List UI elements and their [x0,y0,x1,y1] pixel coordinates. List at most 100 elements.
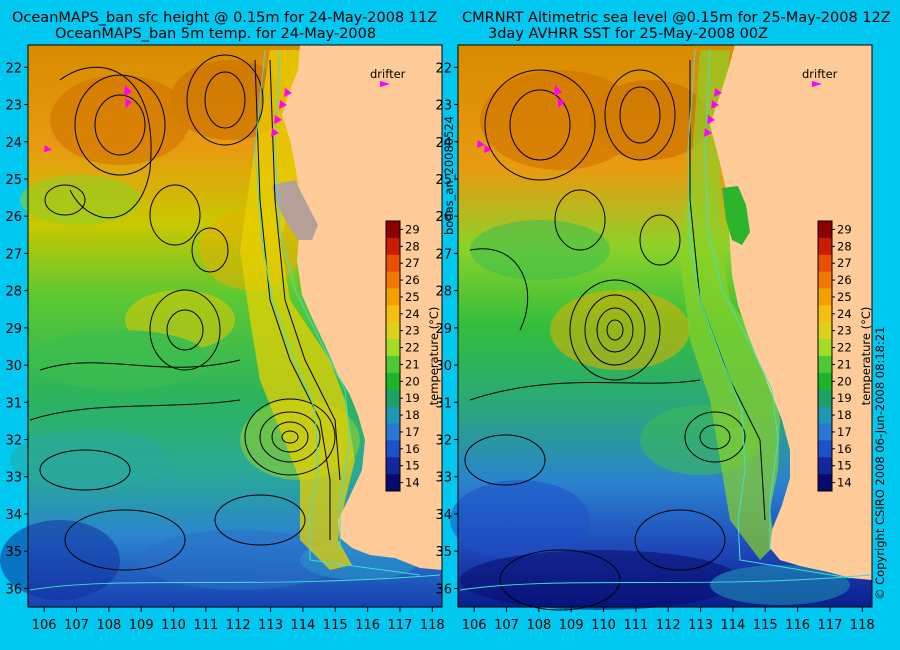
panel-1-lat-tick-label: 23 [5,99,22,114]
panel-1-colorbar-tick-label: 17 [405,425,420,439]
panel-2-colorbar-swatch [818,389,832,408]
panel-1-colorbar-tick-label: 29 [405,222,420,236]
copyright-label: © Copyright CSIRO 2008 06-Jun-2008 08:18… [873,327,887,600]
panel-2-colorbar-tick-label: 20 [837,374,852,388]
panel-2-colorbar-swatch [818,474,832,492]
panel-1-colorbar-tick-label: 23 [405,324,420,338]
panel-2-colorbar-tick-label: 28 [837,239,852,253]
panel-1-colorbar-swatch [386,271,400,289]
panel-1-lat-tick-label: 30 [5,359,22,374]
panel-1-lon-tick-label: 107 [64,618,89,633]
panel-1-land [282,45,442,570]
panel-2-lat-tick-label: 36 [435,582,452,597]
panel-1-colorbar-swatch [386,322,400,340]
panel-1-title-line-2: OceanMAPS_ban 5m temp. for 24-May-2008 [55,26,376,42]
panel-2-lon-tick-label: 106 [462,618,487,633]
panel-1-colorbar-tick-label: 24 [405,307,420,321]
panel-1-colorbar-swatch [386,372,400,391]
colorbars: 29 28 27 26 25 24 23 22 21 20 19 18 17 16 15 14 temperat… [385,220,873,492]
panel-2-colorbar-tick-label: 25 [837,290,852,304]
panel-2-colorbar-swatch [818,372,832,391]
panel-1-lon-tick-label: 106 [32,618,57,633]
panel-2-colorbar-tick-label: 16 [837,442,852,456]
panel-1-colorbar-tick-label: 14 [405,476,420,490]
panel-2-lat-tick-label: 25 [435,173,452,188]
panel-2-lon-tick-label: 109 [559,618,584,633]
panel-2-colorbar-tick-label: 14 [837,476,852,490]
panel-1-coastal-band [240,50,355,570]
panel-2-lon-tick-label: 114 [721,618,746,633]
panel-1-lat-tick-label: 28 [5,285,22,300]
panel-2-colorbar-swatch [818,237,832,256]
panel-2-lon-tick-label: 118 [850,618,875,633]
panel-1-colorbar-swatch [386,288,400,306]
panel-2-colorbar-swatch [818,305,832,323]
panel-2-height-contours [464,60,766,611]
panel-2-drifter-key-icon [812,81,822,87]
panel-2-lat-tick-label: 32 [435,434,452,449]
panel-1-lat-tick-label: 25 [5,173,22,188]
panel-2-frame [457,44,873,608]
panel-2-colorbar-tick-label: 17 [837,425,852,439]
panel-2-colorbar-swatch [818,322,832,340]
panel-2-colorbar-swatch [818,457,832,475]
panel-1-lat-tick-label: 36 [5,582,22,597]
panel-2-lon-tick-label: 108 [526,618,551,633]
panel-1-lon-tick-label: 108 [96,618,121,633]
panel-2-colorbar-swatch [818,271,832,289]
panel-2-island [722,186,750,245]
panel-1-lon-tick-label: 111 [193,618,218,633]
panel-1-lat-tick-label: 26 [5,210,22,225]
panel-2-colorbar-tick-label: 18 [837,408,852,422]
panel-2-colorbar-tick-label: 26 [837,273,852,287]
panel-1-colorbar-swatch [386,474,400,492]
panel-1-colorbar-swatch [386,305,400,323]
panel-1-lon-tick-label: 117 [388,618,413,633]
panel-2-lat-tick-label: 22 [435,61,452,76]
panel-1-lat-tick-label: 24 [5,136,22,151]
panel-1-height-contours [29,54,341,571]
panel-2-colorbar-swatch [818,288,832,306]
panel-1-drifter-key-icon [380,81,390,87]
panel-1-isobaths [29,49,441,591]
panel-1-lat-tick-label: 35 [5,545,22,560]
panel-2-colorbar-swatch [818,406,832,424]
panel-2-colorbar-swatch [818,423,832,441]
panel-1-frame [27,44,443,608]
panel-2-lat-tick-label: 31 [435,396,452,411]
panel-1-colorbar-title: temperature (°C) [427,307,441,406]
panel-1-title-line-1: OceanMAPS_ban sfc height @ 0.15m for 24-… [12,10,437,26]
panel-2-colorbar-swatch [818,339,832,357]
panel-1-lon-tick-label: 112 [226,618,251,633]
panel-2-lon-tick-label: 115 [753,618,778,633]
panel-1-lat-tick-label: 33 [5,471,22,486]
panel-1-colorbar-tick-label: 15 [405,459,420,473]
panel-1-lon-tick-label: 115 [323,618,348,633]
panel-1-colorbar-frame [385,220,401,492]
panel-2-colorbar-swatch [818,254,832,273]
panel-1-drifter-label: drifter [370,67,406,81]
panel-2-colorbar-tick-label: 22 [837,341,852,355]
panel-2-title-line-1: CMRNRT Altimetric sea level @0.15m for 2… [462,10,891,26]
panel-1-lat-tick-label: 32 [5,434,22,449]
panel-1-lon-tick-label: 116 [355,618,380,633]
panel-1-colorbar-tick-label: 20 [405,374,420,388]
panel-1-colorbar-swatch [386,356,400,374]
panel-2-lon-tick-label: 112 [656,618,681,633]
panel-1-drifters [44,85,292,152]
panel-1-colorbar-swatch [386,221,400,239]
panel-1-colorbar-tick-label: 28 [405,239,420,253]
panel-1-colorbar-tick-label: 21 [405,357,420,371]
run-id-label: bodas_an_20080524 [442,116,456,235]
panel-2-colorbar-tick-label: 15 [837,459,852,473]
panel-2-lon-tick-label: 111 [623,618,648,633]
panel-2-lon-tick-label: 113 [688,618,713,633]
panel-1-colorbar-swatch [386,406,400,424]
panel-2-lat-tick-label: 26 [435,210,452,225]
panel-1-lat-tick-label: 29 [5,322,22,337]
panel-2-drifters [477,85,722,153]
panel-1-colorbar-swatch [386,457,400,475]
panel-2-colorbar-tick-label: 24 [837,307,852,321]
panel-1-colorbar-swatch [386,423,400,441]
